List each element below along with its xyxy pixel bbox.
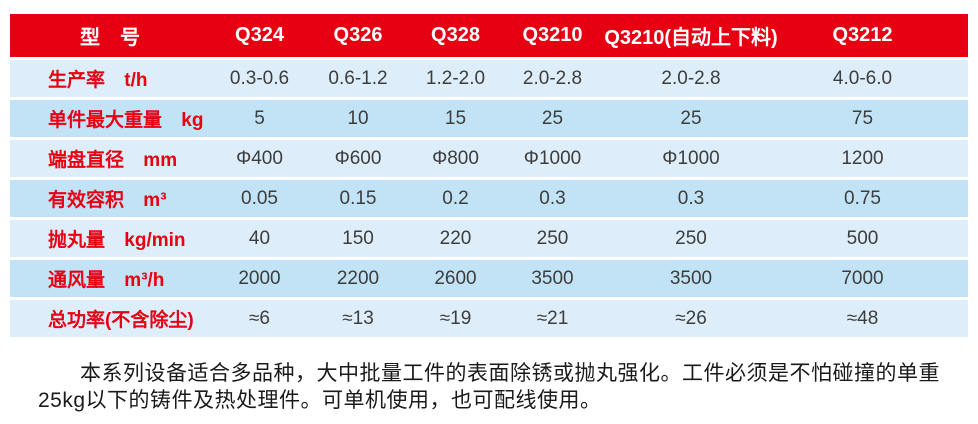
header-col-q326: Q326 — [333, 24, 383, 46]
cell-value: Φ800 — [432, 147, 479, 169]
header-model-label: 型 号 — [80, 27, 140, 49]
cell-value: Φ1000 — [662, 147, 720, 169]
cell-value: 0.75 — [844, 187, 881, 209]
row-label-cell: 单件最大重量 kg — [10, 105, 210, 132]
header-col-q3212: Q3212 — [832, 24, 893, 46]
cell-value: ≈48 — [846, 307, 879, 329]
row-unit: m³ — [143, 190, 167, 211]
header-col-q324: Q324 — [235, 24, 284, 46]
description-paragraph: 本系列设备适合多品种，大中批量工件的表面除锈或抛丸强化。工件必须是不怕碰撞的单重… — [38, 362, 940, 412]
cell-value: ≈13 — [342, 307, 374, 329]
cell-value: 2000 — [238, 267, 281, 289]
row-unit: t/h — [124, 70, 148, 91]
row-label: 生产率 — [48, 70, 106, 91]
cell-value: 75 — [851, 107, 874, 129]
row-label-cell: 总功率(不含除尘) — [10, 305, 210, 332]
cell-value: 2600 — [434, 267, 477, 289]
row-unit: m³/h — [124, 270, 165, 291]
cell-value: ≈26 — [675, 307, 707, 329]
cell-value: 500 — [846, 227, 879, 249]
cell-value: ≈21 — [536, 307, 569, 329]
cell-value: Φ1000 — [523, 147, 582, 169]
row-label: 有效容积 — [48, 190, 125, 211]
row-label: 通风量 — [48, 270, 106, 291]
cell-value: 0.3-0.6 — [229, 67, 290, 89]
row-label: 抛丸量 — [48, 230, 106, 251]
cell-value: 3500 — [669, 267, 713, 289]
row-unit: kg/min — [124, 230, 186, 251]
row-label-cell: 生产率 t/h — [10, 65, 210, 92]
cell-value: 2.0-2.8 — [661, 67, 721, 89]
cell-value: 220 — [439, 227, 472, 249]
row-label-cell: 端盘直径 mm — [10, 145, 210, 172]
row-label-cell: 通风量 m³/h — [10, 265, 210, 292]
cell-value: 1200 — [841, 147, 884, 169]
cell-value: 0.15 — [339, 187, 377, 209]
cell-value: 25 — [541, 107, 564, 129]
cell-value: ≈19 — [439, 307, 472, 329]
spec-table: 型 号 Q324 Q326 Q328 Q3210 Q3210(自动上下料) Q3… — [10, 14, 968, 337]
cell-value: 250 — [675, 227, 707, 249]
row-label: 单件最大重量 — [48, 110, 163, 131]
header-col-q328: Q328 — [431, 24, 480, 46]
table-row-production-rate: 生产率 t/h 0.3-0.6 0.6-1.2 1.2-2.0 2.0-2.8 … — [10, 60, 968, 97]
row-label-cell: 有效容积 m³ — [10, 185, 210, 212]
table-row-ventilation: 通风量 m³/h 2000 2200 2600 3500 3500 7000 — [10, 260, 968, 297]
cell-value: 0.05 — [241, 187, 278, 209]
cell-value: ≈6 — [249, 307, 270, 329]
cell-value: 2200 — [336, 267, 380, 289]
cell-value: 150 — [342, 227, 374, 249]
cell-value: 2.0-2.8 — [522, 67, 583, 89]
cell-value: 40 — [248, 227, 271, 249]
row-unit: kg — [181, 110, 204, 131]
cell-value: 0.3 — [539, 187, 566, 209]
row-label: 端盘直径 — [48, 150, 125, 171]
cell-value: 250 — [536, 227, 569, 249]
row-unit: mm — [143, 150, 178, 171]
cell-value: Φ600 — [334, 147, 382, 169]
header-col-q3210-auto: Q3210(自动上下料) — [604, 27, 778, 49]
cell-value: 0.6-1.2 — [328, 67, 388, 89]
cell-value: 5 — [254, 107, 265, 129]
row-label: 总功率(不含除尘) — [48, 310, 194, 331]
cell-value: 1.2-2.0 — [425, 67, 486, 89]
row-label-cell: 抛丸量 kg/min — [10, 225, 210, 252]
cell-value: 10 — [347, 107, 369, 129]
table-header-row: 型 号 Q324 Q326 Q328 Q3210 Q3210(自动上下料) Q3… — [10, 14, 968, 57]
cell-value: 3500 — [531, 267, 574, 289]
cell-value: 25 — [680, 107, 702, 129]
table-row-total-power: 总功率(不含除尘) ≈6 ≈13 ≈19 ≈21 ≈26 ≈48 — [10, 300, 968, 337]
cell-value: 15 — [444, 107, 467, 129]
table-row-end-disk-diameter: 端盘直径 mm Φ400 Φ600 Φ800 Φ1000 Φ1000 1200 — [10, 140, 968, 177]
header-col-q3210: Q3210 — [522, 24, 583, 46]
cell-value: 0.2 — [442, 187, 469, 209]
cell-value: 0.3 — [677, 187, 705, 209]
cell-value: 7000 — [841, 267, 884, 289]
cell-value: 4.0-6.0 — [832, 67, 893, 89]
table-row-effective-volume: 有效容积 m³ 0.05 0.15 0.2 0.3 0.3 0.75 — [10, 180, 968, 217]
table-row-max-piece-weight: 单件最大重量 kg 5 10 15 25 25 75 — [10, 100, 968, 137]
cell-value: Φ400 — [236, 147, 283, 169]
table-row-shot-flow: 抛丸量 kg/min 40 150 220 250 250 500 — [10, 220, 968, 257]
